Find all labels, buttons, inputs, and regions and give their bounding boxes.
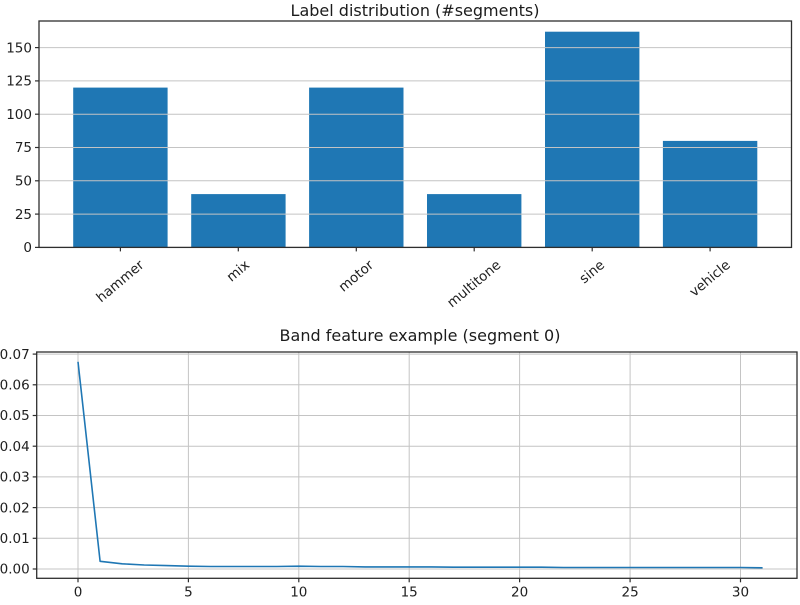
ytick-label: 0 (23, 240, 32, 256)
ytick-label: 0.02 (0, 500, 30, 516)
xtick-label: 10 (290, 584, 307, 600)
ytick-label: 0.00 (0, 562, 30, 578)
ytick-label: 75 (15, 140, 32, 156)
xtick-label: 25 (622, 584, 639, 600)
bar-motor (309, 87, 404, 248)
bar-axes-spines (38, 20, 793, 249)
band-feature-line (77, 361, 763, 569)
xtick-label: 30 (732, 584, 749, 600)
line-chart-title: Band feature example (segment 0) (279, 326, 561, 345)
bar-multitone (427, 194, 522, 248)
bar-vehicle (662, 140, 758, 248)
xtick-label-hammer: hammer (93, 257, 147, 306)
xtick-label-mix: mix (224, 257, 253, 285)
ytick-label: 0.07 (0, 347, 30, 363)
ytick-label: 125 (6, 74, 32, 90)
ytick-label: 0.03 (0, 470, 30, 486)
ytick-label: 25 (15, 207, 32, 223)
xtick-label-multitone: multitone (444, 257, 504, 311)
bar-chart-title: Label distribution (#segments) (290, 1, 540, 20)
bar-hammer (73, 87, 168, 248)
ytick-label: 0.06 (0, 378, 30, 394)
xtick-label-vehicle: vehicle (687, 257, 734, 300)
xtick-label-motor: motor (336, 257, 378, 296)
xtick-label: 20 (511, 584, 528, 600)
ytick-label: 100 (6, 107, 32, 123)
xtick-label: 5 (184, 584, 193, 600)
ytick-label: 150 (6, 40, 32, 56)
ytick-label: 0.01 (0, 531, 30, 547)
bar-mix (191, 194, 286, 248)
xtick-label: 15 (401, 584, 418, 600)
xtick-label-sine: sine (576, 257, 607, 287)
bar-sine (545, 31, 640, 248)
xtick-label: 0 (74, 584, 83, 600)
ytick-label: 50 (15, 174, 32, 190)
ytick-label: 0.04 (0, 439, 30, 455)
line-axes-spines (36, 351, 798, 579)
ytick-label: 0.05 (0, 408, 30, 424)
